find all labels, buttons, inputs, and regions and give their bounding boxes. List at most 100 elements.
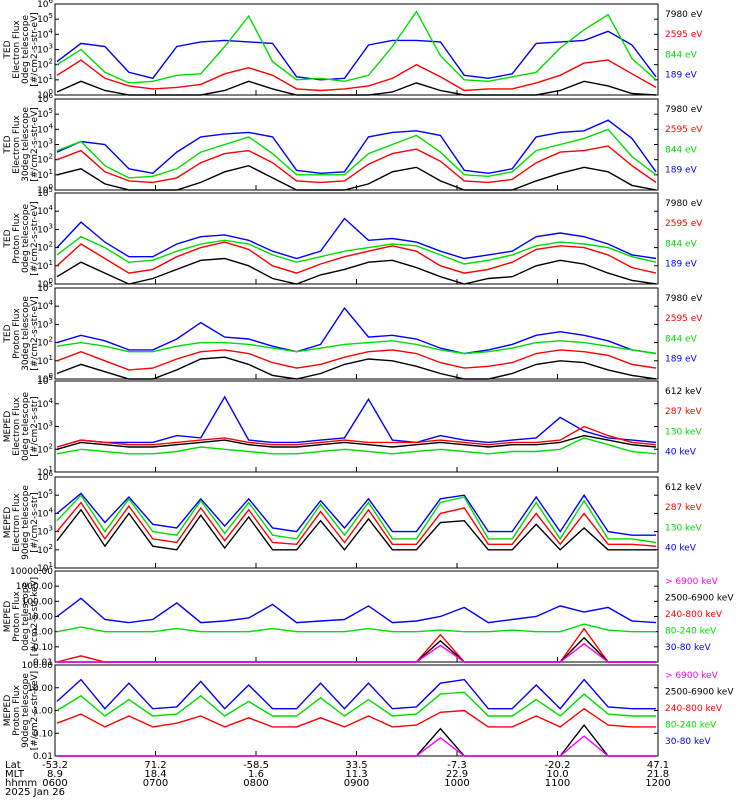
x-row-label-hhmm: hhmm <box>5 778 37 789</box>
y-axis-label: MEPED Electron Flux 90deg telescope [#/cm2-… <box>3 485 40 560</box>
y-tick-label: 10000.00 <box>10 567 53 577</box>
legend-entry: 844 eV <box>665 239 698 249</box>
y-axis-label-line: Proton Flux <box>12 213 22 264</box>
x-tick-label-lat: -53.2 <box>42 760 68 771</box>
legend-entry: 240-800 keV <box>665 704 723 714</box>
x-tick-label-hhmm: 0700 <box>143 778 168 789</box>
x-tick-label-hhmm: 1000 <box>444 778 469 789</box>
y-axis-label-line: 90deg telescope <box>21 485 31 560</box>
x-tick-label-mlt: 8.9 <box>47 769 63 780</box>
legend-entry: 612 keV <box>665 387 702 397</box>
series-line-7980-ev <box>56 356 657 380</box>
y-axis-label-line: TED <box>3 40 13 59</box>
legend-entry: 30-80 keV <box>665 737 711 747</box>
y-axis-label-line: TED <box>3 135 13 154</box>
series-line-844-ev <box>56 10 657 84</box>
legend-entry: 287 keV <box>665 407 702 417</box>
legend-entry: 7980 eV <box>665 105 703 115</box>
y-axis-label: TED Electron Flux 0deg telescope [#/cm2-s-s… <box>3 12 40 87</box>
series-line-287-kev <box>56 501 657 547</box>
panel-7: 0.010.101.0010.00100.001000.0010000.00ME… <box>3 567 734 668</box>
y-axis-label-line: 0deg telescope <box>21 204 31 274</box>
plot-frame <box>54 570 659 663</box>
series-line-844-ev <box>56 235 657 265</box>
y-axis-label-line: [#/cm2-s-str-keV] <box>30 577 40 656</box>
series-line-7980-ev <box>56 257 657 285</box>
x-tick-label-hhmm: 1200 <box>645 778 670 789</box>
series-line-30-80-kev <box>56 678 656 710</box>
y-axis-label: TED Electron Flux 30deg telescope [#/cm2-s-… <box>3 107 40 182</box>
y-axis-label-line: [#/cm2-s-str-eV] <box>30 12 40 87</box>
series-line--6900-kev <box>57 642 656 663</box>
x-tick-label-mlt: 18.4 <box>144 769 166 780</box>
y-tick-label: 1000.00 <box>16 582 53 592</box>
series-line-130-kev <box>56 494 657 544</box>
series-line-40-kev <box>56 395 657 448</box>
y-axis-label-line: [#/cm2-s-str-eV] <box>30 201 40 276</box>
legend-entry: 80-240 keV <box>665 721 717 731</box>
y-axis-label: MEPED Proton Flux 0deg telescope [#/cm2-s-s… <box>3 577 40 656</box>
y-tick-label: 1.00 <box>33 707 53 717</box>
legend-entry: 7980 eV <box>665 10 703 20</box>
y-axis-label: MEPED Proton Flux 90deg telescope [#/cm2-s-… <box>3 671 40 750</box>
y-axis-label: TED Proton Flux 30deg telescope [#/cm2-s-st… <box>3 296 40 371</box>
series-line--6900-kev <box>57 735 656 757</box>
y-axis-label-line: MEPED <box>3 695 13 727</box>
series-line-2595-ev <box>56 241 657 274</box>
y-axis-label-line: [#/cm2-s-str-eV] <box>30 107 40 182</box>
series-line-2595-ev <box>56 59 657 92</box>
legend-entry: 40 keV <box>665 544 697 554</box>
x-tick-label-mlt: 1.6 <box>248 769 264 780</box>
legend-entry: 7980 eV <box>665 199 703 209</box>
x-tick-label-lat: -58.5 <box>243 760 269 771</box>
y-axis-label-line: Electron Flux <box>12 20 22 79</box>
x-tick-label-mlt: 11.3 <box>345 769 367 780</box>
x-row-label-lat: Lat <box>5 760 21 771</box>
series-line-80-240-kev <box>56 623 656 633</box>
series-line-2595-ev <box>56 145 657 184</box>
y-axis-label-line: Electron Flux <box>12 493 22 552</box>
y-axis-label-line: MEPED <box>3 411 13 443</box>
y-tick-label: 1.00 <box>33 628 53 638</box>
series-line-612-kev <box>56 434 657 450</box>
series-line-7980-ev <box>56 80 657 96</box>
x-tick-label-hhmm: 0600 <box>42 778 67 789</box>
series-line-80-240-kev <box>56 691 656 717</box>
y-axis-label: TED Proton Flux 0deg telescope [#/cm2-s-str… <box>3 201 40 276</box>
x-tick-label-lat: 33.5 <box>345 760 367 771</box>
y-tick-label: 100.00 <box>22 597 54 607</box>
y-tick-label: 10.00 <box>27 613 53 623</box>
y-axis-label-line: MEPED <box>3 507 13 539</box>
legend-entry: 2500-6900 keV <box>665 594 734 604</box>
y-axis-label-line: 0deg telescope <box>21 392 31 462</box>
series-line-30-80-kev <box>56 597 657 624</box>
legend-entry: 2500-6900 keV <box>665 688 734 698</box>
y-tick-label: 0.10 <box>33 729 53 739</box>
legend-entry: 189 eV <box>665 260 698 270</box>
y-axis-label-line: MEPED <box>3 601 13 633</box>
y-tick-label: 0.01 <box>33 658 53 668</box>
legend-entry: 40 keV <box>665 448 697 458</box>
y-axis-label-line: 30deg telescope <box>21 107 31 182</box>
y-tick-label: 100.00 <box>22 661 54 671</box>
y-axis-label-line: [#/cm2-s-str-eV] <box>30 296 40 371</box>
y-tick-label: 0.01 <box>33 752 53 762</box>
legend-entry: 189 eV <box>665 166 698 176</box>
x-date-label: 2025 Jan 26 <box>5 787 65 798</box>
legend-entry: 844 eV <box>665 50 698 60</box>
legend-entry: > 6900 keV <box>665 671 719 681</box>
y-axis-label-line: Electron Flux <box>12 397 22 456</box>
y-axis-label-line: Proton Flux <box>12 591 22 642</box>
y-axis-label-line: TED <box>3 229 13 248</box>
legend-entry: 130 keV <box>665 523 702 533</box>
series-line-2595-ev <box>56 349 657 371</box>
legend-entry: 130 keV <box>665 427 702 437</box>
